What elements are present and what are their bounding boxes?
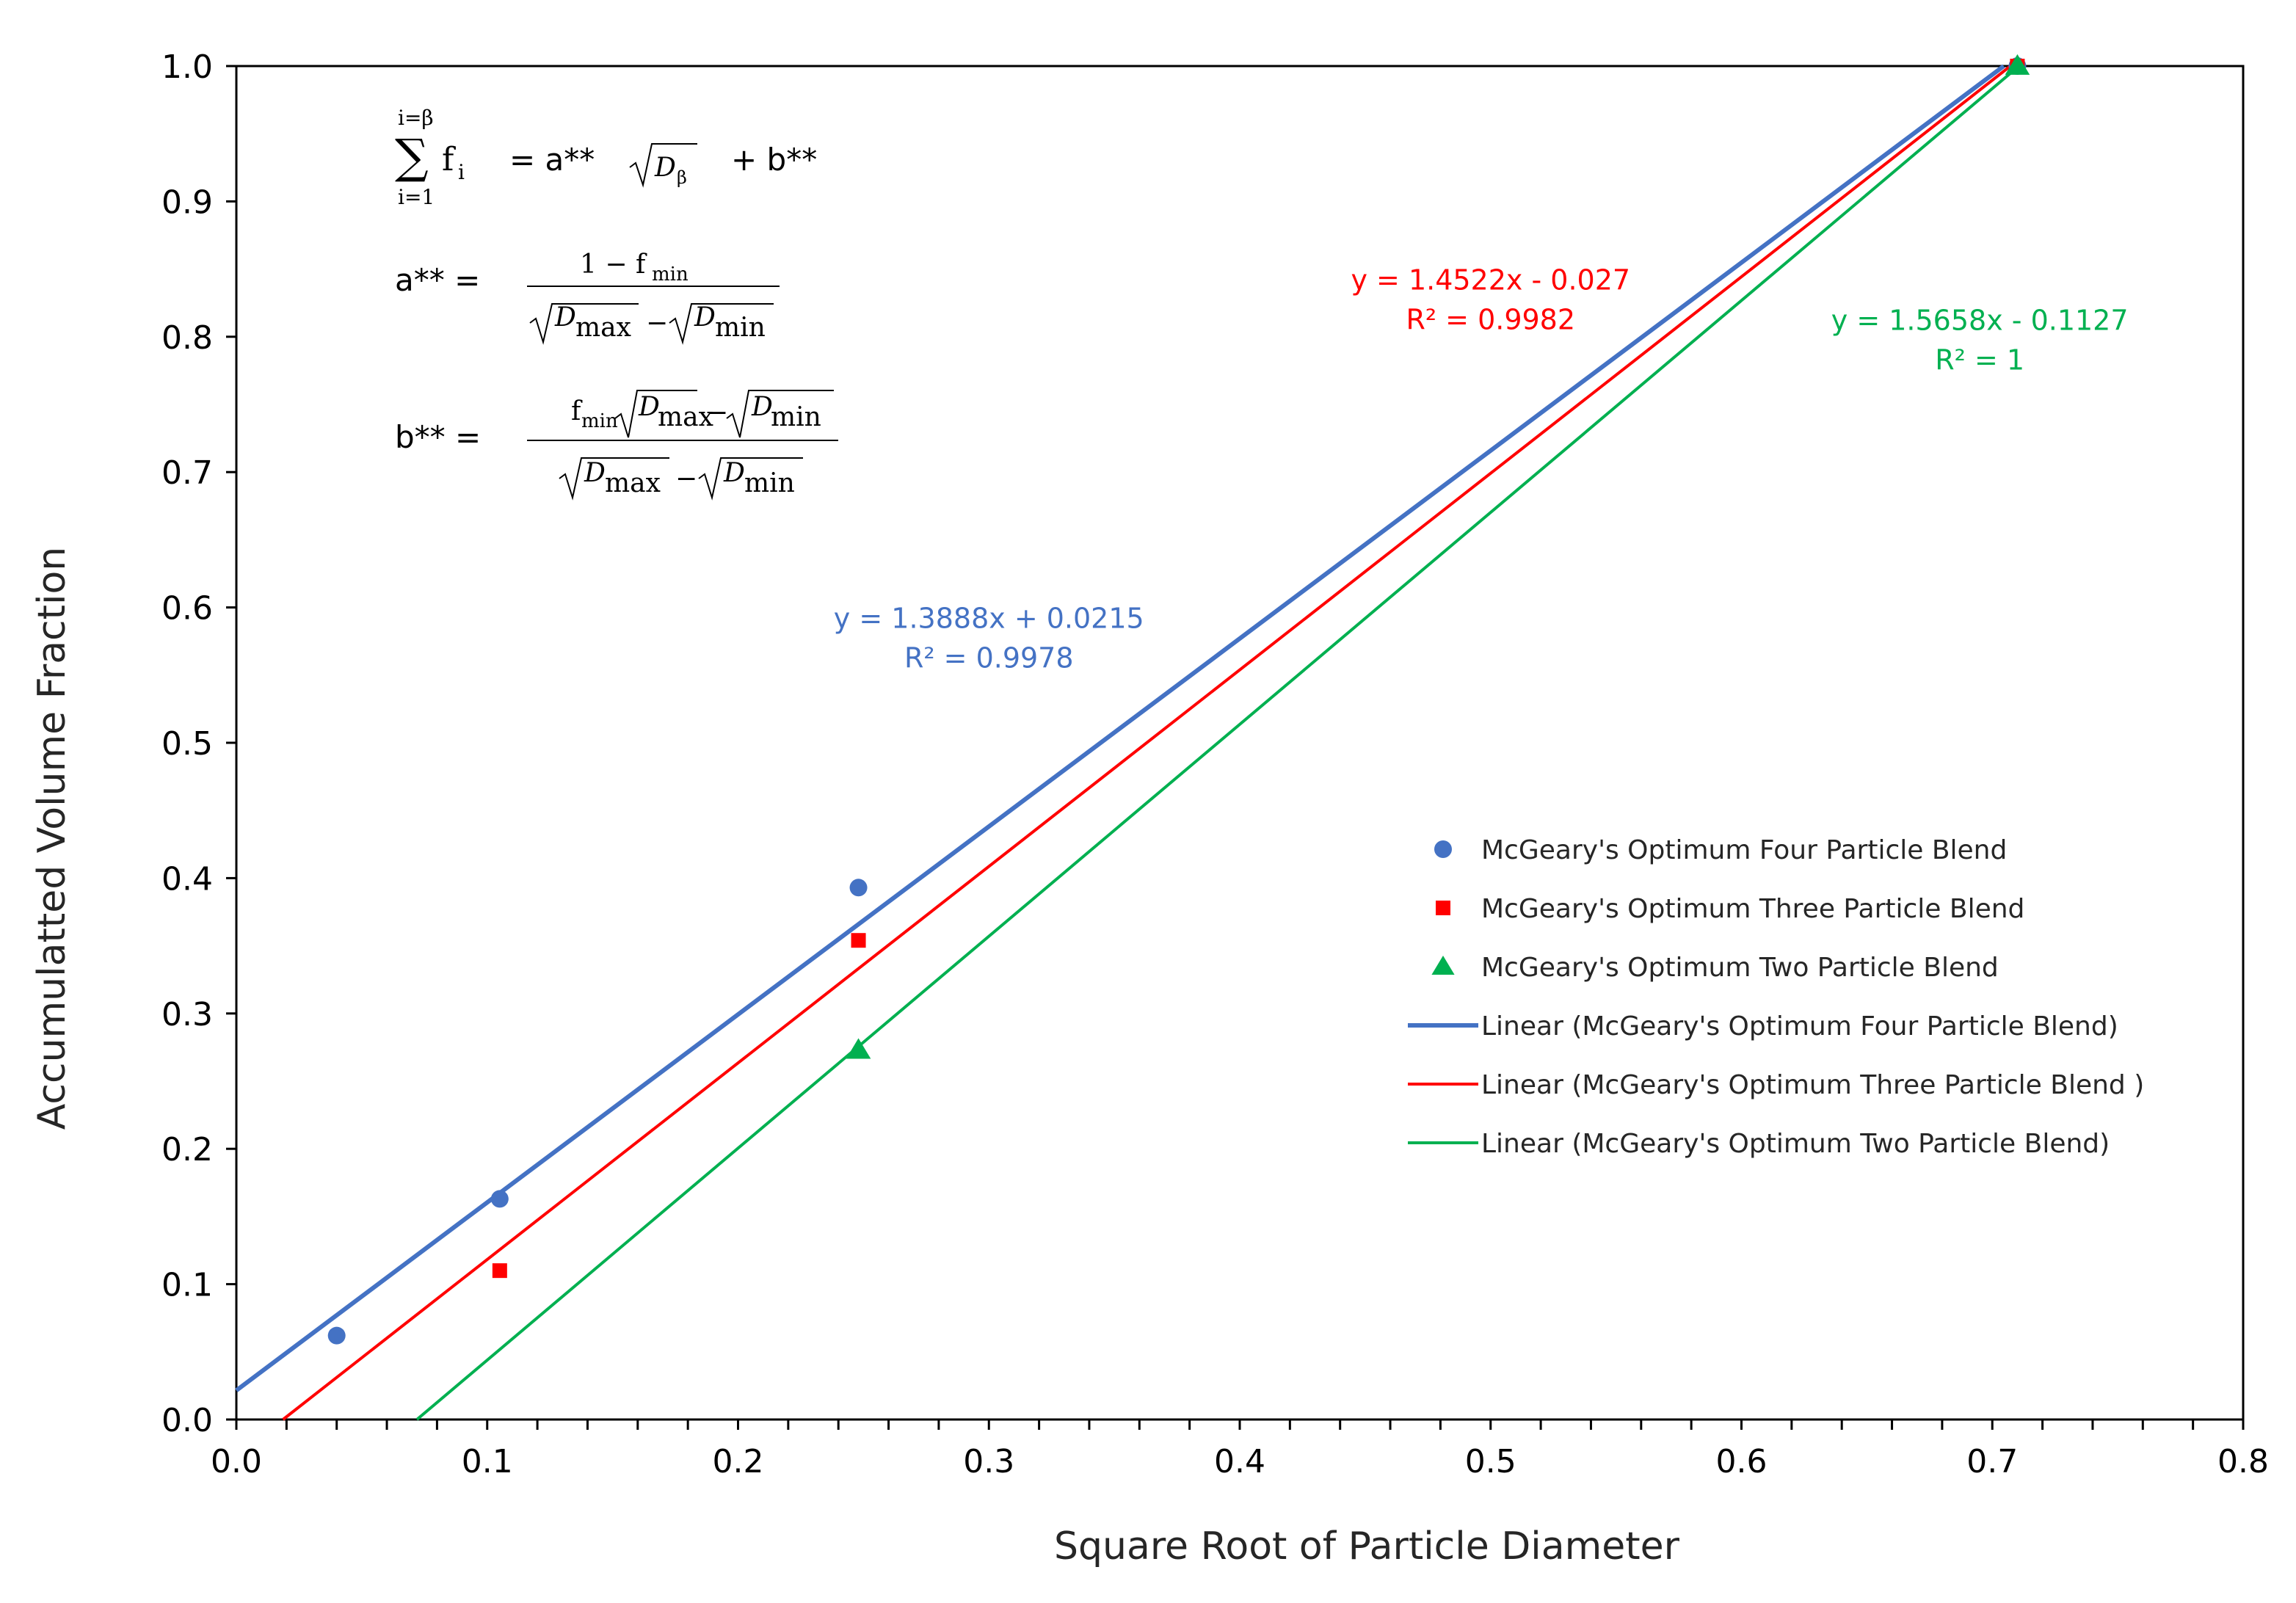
data-point-series-1 (849, 879, 868, 897)
data-point-series-3 (846, 1038, 871, 1059)
svg-text:f: f (442, 141, 456, 178)
x-tick-label: 0.2 (713, 1443, 764, 1480)
y-axis-title: Accumulatted Volume Fraction (30, 547, 74, 1130)
x-axis-title: Square Root of Particle Diameter (1054, 1524, 1680, 1569)
svg-text:min: min (581, 410, 618, 432)
trendline-3 (415, 65, 2020, 1421)
y-tick-label: 0.8 (161, 319, 213, 357)
y-tick-label: 0.5 (161, 725, 213, 763)
formula-b: b** = f min D max − D min D max − D min (395, 390, 838, 501)
x-tick-label: 0.4 (1214, 1443, 1265, 1480)
x-tick-label: 0.3 (963, 1443, 1014, 1480)
plot-area (235, 65, 2245, 1421)
y-tick-label: 0.1 (161, 1267, 213, 1304)
y-tick-label: 0.4 (161, 860, 213, 898)
trendline-equation-1: y = 1.3888x + 0.0215 (834, 602, 1144, 634)
trendline-r2-1: R² = 0.9978 (904, 641, 1074, 674)
legend-label-series-2: McGeary's Optimum Three Particle Blend (1481, 894, 2024, 924)
svg-text:min: min (744, 468, 795, 498)
y-tick-label: 0.7 (161, 454, 213, 492)
x-ticks: 0.0 0.1 0.2 0.3 0.4 0.5 0.6 0.7 0.8 (211, 1420, 2269, 1480)
svg-text:1 − f: 1 − f (580, 250, 647, 280)
x-tick-label: 0.1 (462, 1443, 513, 1480)
legend: McGeary's Optimum Four Particle Blend McG… (1408, 835, 2144, 1159)
x-tick-label: 0.5 (1465, 1443, 1516, 1480)
x-tick-label: 0.6 (1716, 1443, 1768, 1480)
svg-text:min: min (715, 313, 766, 343)
y-ticks: 0.0 0.1 0.2 0.3 0.4 0.5 0.6 0.7 0.8 0.9 1.0 (161, 48, 236, 1439)
x-tick-label: 0.7 (1966, 1443, 2018, 1480)
formula-a: a** = 1 − f min D max − D min (395, 250, 780, 345)
svg-text:D: D (723, 458, 745, 488)
x-tick-label: 0.0 (211, 1443, 262, 1480)
svg-text:max: max (575, 313, 631, 343)
y-tick-label: 1.0 (161, 48, 213, 86)
legend-label-trend-3: Linear (McGeary's Optimum Two Particle B… (1481, 1129, 2110, 1159)
legend-marker-series-3 (1431, 956, 1455, 975)
svg-text:b** =: b** = (395, 419, 481, 455)
svg-text:i=β: i=β (398, 106, 434, 130)
x-tick-label: 0.8 (2217, 1443, 2269, 1480)
svg-text:i: i (458, 160, 465, 184)
y-tick-label: 0.3 (161, 996, 213, 1033)
svg-text:D: D (751, 392, 773, 422)
svg-text:β: β (677, 167, 687, 188)
y-tick-label: 0.2 (161, 1131, 213, 1168)
svg-text:D: D (694, 302, 716, 332)
legend-label-trend-2: Linear (McGeary's Optimum Three Particle… (1481, 1070, 2144, 1100)
trendline-equation-2: y = 1.4522x - 0.027 (1351, 263, 1630, 296)
svg-text:a** =: a** = (395, 262, 480, 298)
legend-label-trend-1: Linear (McGeary's Optimum Four Particle … (1481, 1011, 2118, 1042)
trendline-1 (235, 64, 2005, 1392)
svg-text:min: min (652, 263, 689, 286)
trendline-2 (282, 65, 2012, 1421)
svg-text:f: f (571, 396, 583, 426)
formula-sum: i=β ∑ i=1 f i = a** D β + b** (395, 106, 817, 209)
legend-marker-series-1 (1434, 840, 1452, 858)
legend-label-series-3: McGeary's Optimum Two Particle Blend (1481, 953, 1999, 983)
svg-text:= a**: = a** (509, 142, 595, 178)
svg-text:max: max (658, 402, 713, 432)
trendline-equation-labels: y = 1.3888x + 0.0215 R² = 0.9978 y = 1.452… (834, 263, 2129, 674)
svg-text:D: D (654, 153, 676, 183)
svg-text:+ b**: + b** (731, 142, 817, 178)
svg-text:−: − (675, 464, 697, 494)
legend-label-series-1: McGeary's Optimum Four Particle Blend (1481, 835, 2007, 865)
svg-text:−: − (646, 308, 668, 338)
svg-text:D: D (638, 392, 660, 422)
svg-text:∑: ∑ (395, 130, 429, 184)
svg-text:i=1: i=1 (398, 185, 435, 209)
svg-text:−: − (706, 398, 728, 428)
y-tick-label: 0.6 (161, 590, 213, 628)
svg-text:D: D (584, 458, 606, 488)
trendline-r2-3: R² = 1 (1935, 344, 2024, 377)
data-point-series-1 (490, 1190, 509, 1208)
svg-text:max: max (605, 468, 661, 498)
trendline-equation-3: y = 1.5658x - 0.1127 (1831, 305, 2129, 337)
data-point-series-1 (327, 1326, 346, 1345)
svg-text:D: D (554, 302, 576, 332)
trendlines (235, 64, 2020, 1421)
legend-marker-series-2 (1436, 901, 1450, 915)
svg-text:min: min (771, 402, 821, 432)
data-point-series-2 (851, 933, 866, 948)
data-point-series-3 (2005, 54, 2030, 75)
data-point-series-2 (492, 1263, 507, 1279)
trendline-r2-2: R² = 0.9982 (1406, 303, 1575, 335)
y-tick-label: 0.9 (161, 183, 213, 221)
y-tick-label: 0.0 (161, 1402, 213, 1439)
data-points (327, 54, 2030, 1345)
